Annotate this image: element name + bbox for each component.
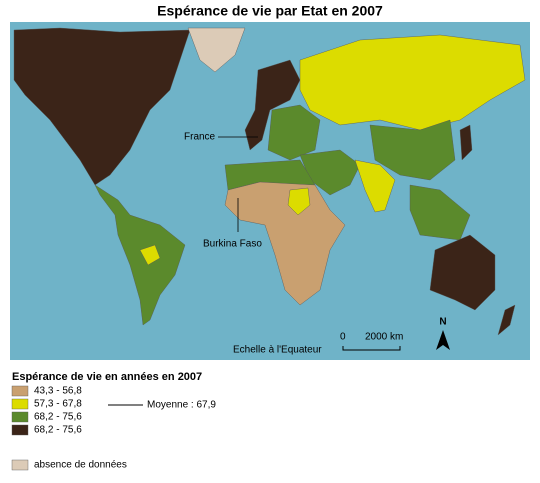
legend-swatch bbox=[11, 385, 29, 397]
map: France Burkina Faso Echelle à l'Equateur… bbox=[10, 22, 530, 360]
scale-start: 0 bbox=[340, 332, 346, 343]
europe-east bbox=[267, 104, 321, 161]
label-france: France bbox=[184, 132, 216, 143]
north-label: N bbox=[439, 317, 446, 328]
new-zealand bbox=[497, 304, 516, 336]
legend-label: 57,3 - 67,8 bbox=[34, 399, 82, 410]
legend-swatch bbox=[11, 398, 29, 410]
scale-caption: Echelle à l'Equateur bbox=[233, 345, 322, 356]
legend-swatch bbox=[11, 459, 29, 471]
legend: 43,3 - 56,8 57,3 - 67,8 68,2 - 75,6 68,2 - … bbox=[11, 385, 127, 471]
australia bbox=[429, 234, 496, 311]
legend-label: 68,2 - 75,6 bbox=[34, 425, 82, 436]
legend-label: absence de données bbox=[34, 460, 127, 471]
scale-bar bbox=[342, 346, 401, 351]
legend-label: 43,3 - 56,8 bbox=[34, 386, 82, 397]
north-arrow bbox=[436, 330, 450, 350]
legend-title: Espérance de vie en années en 2007 bbox=[12, 371, 202, 383]
japan bbox=[459, 124, 473, 161]
sub-saharan-africa bbox=[224, 181, 346, 306]
europe-west bbox=[244, 59, 301, 151]
label-burkina: Burkina Faso bbox=[203, 239, 262, 250]
americas-south bbox=[94, 184, 186, 326]
greenland bbox=[187, 27, 246, 73]
legend-mean: Moyenne : 67,9 bbox=[147, 400, 216, 411]
legend-label: 68,2 - 75,6 bbox=[34, 412, 82, 423]
north-america bbox=[13, 27, 191, 186]
title: Espérance de vie par Etat en 2007 bbox=[157, 3, 383, 19]
legend-swatch bbox=[11, 424, 29, 436]
legend-swatch bbox=[11, 411, 29, 423]
sudan bbox=[287, 187, 311, 216]
india bbox=[354, 159, 396, 213]
russia bbox=[299, 34, 526, 131]
bolivia bbox=[139, 244, 161, 266]
china bbox=[369, 119, 456, 181]
scale-end: 2000 km bbox=[365, 332, 403, 343]
